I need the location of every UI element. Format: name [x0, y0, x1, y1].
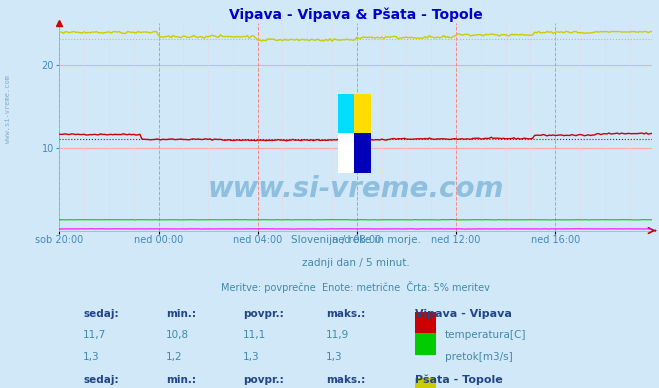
- Text: 1,3: 1,3: [83, 352, 100, 362]
- Text: 1,2: 1,2: [166, 352, 183, 362]
- FancyBboxPatch shape: [415, 378, 436, 388]
- Text: min.:: min.:: [166, 309, 196, 319]
- Text: Slovenija / reke in morje.: Slovenija / reke in morje.: [291, 235, 421, 245]
- Text: maks.:: maks.:: [326, 309, 366, 319]
- Text: www.si-vreme.com: www.si-vreme.com: [208, 175, 504, 203]
- Text: Pšata - Topole: Pšata - Topole: [415, 375, 503, 385]
- Text: www.si-vreme.com: www.si-vreme.com: [5, 74, 11, 143]
- Text: 11,1: 11,1: [243, 330, 266, 340]
- Text: sedaj:: sedaj:: [83, 309, 119, 319]
- Text: 1,3: 1,3: [243, 352, 260, 362]
- Text: min.:: min.:: [166, 375, 196, 385]
- Text: zadnji dan / 5 minut.: zadnji dan / 5 minut.: [302, 258, 410, 268]
- Text: Vipava - Vipava: Vipava - Vipava: [415, 309, 512, 319]
- Text: 11,9: 11,9: [326, 330, 349, 340]
- Text: temperatura[C]: temperatura[C]: [445, 330, 527, 340]
- FancyBboxPatch shape: [415, 333, 436, 355]
- Text: 1,3: 1,3: [326, 352, 343, 362]
- Text: povpr.:: povpr.:: [243, 375, 284, 385]
- Text: pretok[m3/s]: pretok[m3/s]: [445, 352, 513, 362]
- Text: sedaj:: sedaj:: [83, 375, 119, 385]
- Text: 10,8: 10,8: [166, 330, 189, 340]
- Text: maks.:: maks.:: [326, 375, 366, 385]
- Title: Vipava - Vipava & Pšata - Topole: Vipava - Vipava & Pšata - Topole: [229, 8, 483, 22]
- Text: povpr.:: povpr.:: [243, 309, 284, 319]
- Text: Meritve: povprečne  Enote: metrične  Črta: 5% meritev: Meritve: povprečne Enote: metrične Črta:…: [221, 281, 490, 293]
- Text: 11,7: 11,7: [83, 330, 106, 340]
- FancyBboxPatch shape: [415, 312, 436, 333]
